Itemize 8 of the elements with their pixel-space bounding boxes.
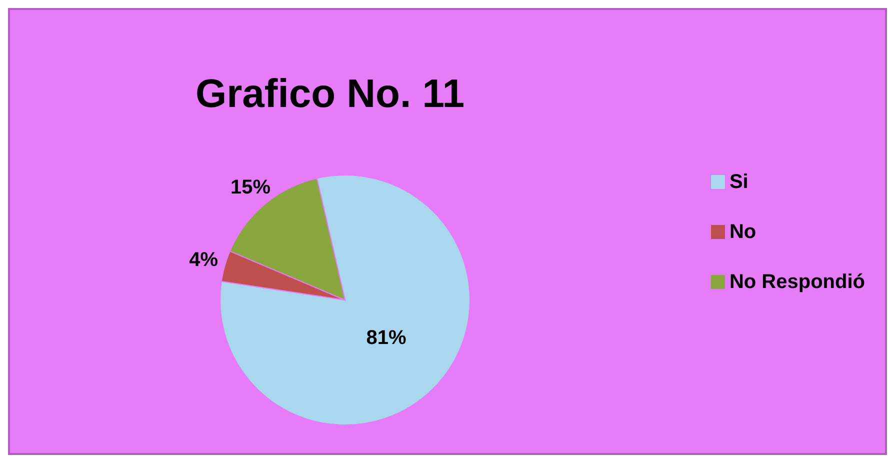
chart-title: Grafico No. 11	[194, 72, 466, 117]
data-label: 4%	[189, 248, 218, 271]
legend-label: No Respondió	[729, 270, 865, 292]
legend-label: Si	[729, 170, 748, 192]
pie-slice	[220, 174, 470, 426]
data-label: 81%	[366, 327, 407, 350]
legend-label: No	[729, 220, 756, 242]
data-label: 15%	[230, 176, 271, 198]
